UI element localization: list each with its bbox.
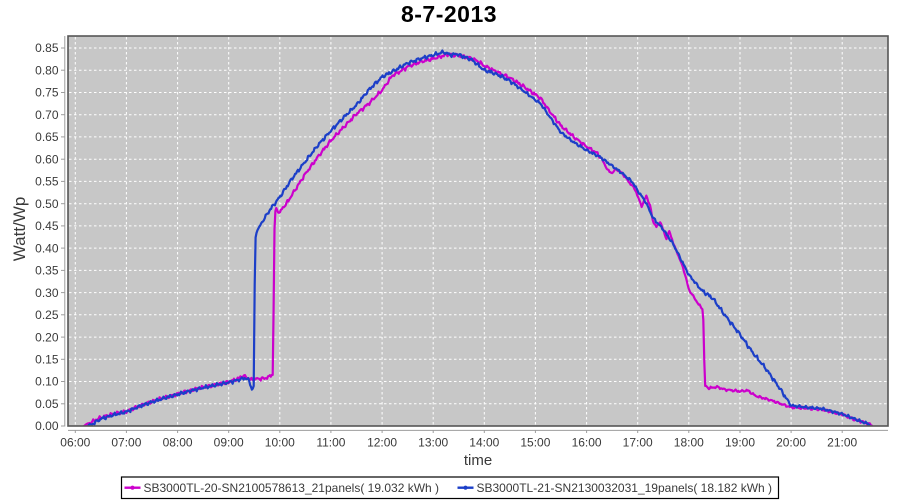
svg-text:11:00: 11:00 [316, 436, 345, 450]
svg-text:0.00: 0.00 [35, 419, 59, 433]
svg-text:20:00: 20:00 [776, 436, 806, 450]
svg-text:0.15: 0.15 [35, 353, 59, 367]
svg-text:8-7-2013: 8-7-2013 [401, 1, 497, 27]
svg-text:13:00: 13:00 [418, 436, 448, 450]
svg-text:0.45: 0.45 [35, 219, 59, 233]
svg-text:0.55: 0.55 [35, 175, 59, 189]
svg-text:0.85: 0.85 [35, 41, 59, 55]
svg-text:12:00: 12:00 [367, 436, 397, 450]
svg-text:0.75: 0.75 [35, 86, 59, 100]
svg-text:0.35: 0.35 [35, 264, 59, 278]
svg-text:18:00: 18:00 [674, 436, 704, 450]
svg-text:0.25: 0.25 [35, 308, 59, 322]
svg-text:07:00: 07:00 [111, 436, 141, 450]
svg-text:0.65: 0.65 [35, 130, 59, 144]
svg-text:0.20: 0.20 [35, 330, 59, 344]
svg-text:0.40: 0.40 [35, 241, 59, 255]
svg-text:0.30: 0.30 [35, 286, 59, 300]
svg-text:19:00: 19:00 [725, 436, 755, 450]
svg-text:09:00: 09:00 [214, 436, 244, 450]
svg-text:14:00: 14:00 [469, 436, 499, 450]
svg-text:0.10: 0.10 [35, 375, 59, 389]
svg-text:0.60: 0.60 [35, 152, 59, 166]
svg-text:0.05: 0.05 [35, 397, 59, 411]
svg-text:0.70: 0.70 [35, 108, 59, 122]
svg-text:0.80: 0.80 [35, 63, 59, 77]
svg-text:SB3000TL-20-SN2100578613_21pan: SB3000TL-20-SN2100578613_21panels( 19.03… [144, 481, 440, 495]
svg-text:08:00: 08:00 [163, 436, 193, 450]
svg-text:16:00: 16:00 [572, 436, 602, 450]
svg-text:06:00: 06:00 [60, 436, 90, 450]
svg-text:21:00: 21:00 [827, 436, 857, 450]
svg-text:time: time [464, 452, 492, 469]
svg-text:0.50: 0.50 [35, 197, 59, 211]
svg-text:15:00: 15:00 [520, 436, 550, 450]
svg-text:Watt/Wp: Watt/Wp [10, 197, 29, 262]
svg-text:17:00: 17:00 [623, 436, 653, 450]
svg-text:10:00: 10:00 [265, 436, 295, 450]
svg-text:SB3000TL-21-SN2130032031_19pan: SB3000TL-21-SN2130032031_19panels( 18.18… [477, 481, 773, 495]
